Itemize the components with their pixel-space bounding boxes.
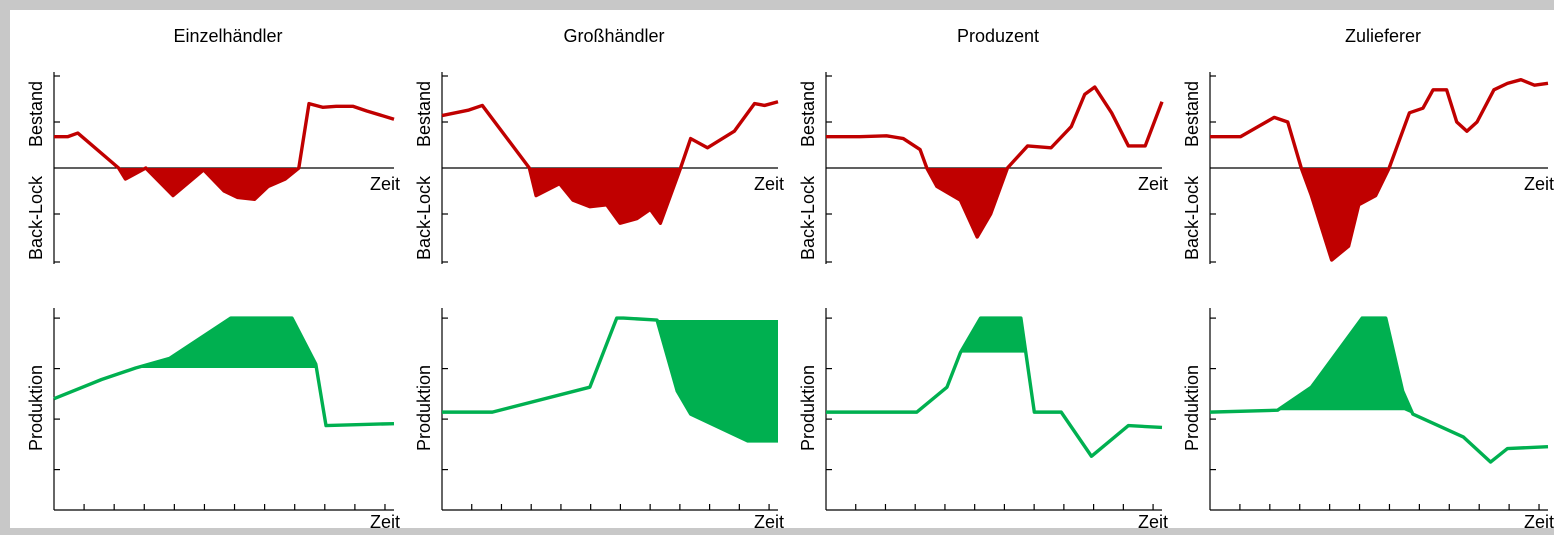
bestand-line (441, 100, 779, 225)
y-label-backlock: Back-Lock (798, 175, 818, 260)
y-label-backlock: Back-Lock (26, 175, 46, 260)
y-label-produktion: Produktion (798, 365, 818, 451)
bestand-line (1210, 77, 1549, 262)
x-label-top: Zeit (754, 174, 784, 194)
y-label-bestand: Bestand (1182, 81, 1202, 147)
backlog-area (826, 168, 1162, 237)
bestand-line (54, 101, 395, 201)
bestand-line (826, 85, 1164, 239)
x-label-top: Zeit (370, 174, 400, 194)
panel-2: Produzent Bestand Back-Lock Zeit Produktion Z… (798, 26, 1168, 528)
x-label-top: Zeit (1524, 174, 1554, 194)
production-peak-area (657, 320, 778, 441)
panel-title: Produzent (957, 26, 1039, 46)
production-peak-area (135, 318, 317, 368)
y-label-produktion: Produktion (1182, 365, 1202, 451)
y-label-produktion: Produktion (26, 365, 46, 451)
produktion-line (826, 316, 1163, 458)
produktion-line (442, 316, 778, 443)
produktion-line (53, 316, 395, 428)
figure-frame: Einzelhändler Bestand Back-Lock Zeit Produkt… (10, 10, 1554, 528)
y-label-bestand: Bestand (414, 81, 434, 147)
backlog-area (54, 168, 394, 200)
backlog-area (442, 168, 778, 224)
y-label-bestand: Bestand (26, 81, 46, 147)
x-label-bottom: Zeit (1138, 512, 1168, 528)
x-label-top: Zeit (1138, 174, 1168, 194)
x-label-bottom: Zeit (1524, 512, 1554, 528)
x-label-bottom: Zeit (370, 512, 400, 528)
y-label-backlock: Back-Lock (414, 175, 434, 260)
panel-title: Zulieferer (1345, 26, 1421, 46)
backlog-area (1210, 168, 1548, 260)
x-label-bottom: Zeit (754, 512, 784, 528)
panel-title: Einzelhändler (173, 26, 282, 46)
supply-chain-chart: Einzelhändler Bestand Back-Lock Zeit Produkt… (26, 26, 1554, 528)
produktion-line (1209, 316, 1549, 464)
panel-1: Großhändler Bestand Back-Lock Zeit Produktio… (414, 26, 784, 528)
y-label-backlock: Back-Lock (1182, 175, 1202, 260)
panel-0: Einzelhändler Bestand Back-Lock Zeit Produkt… (26, 26, 400, 528)
production-peak-area (1277, 318, 1413, 415)
y-label-bestand: Bestand (798, 81, 818, 147)
y-label-produktion: Produktion (414, 365, 434, 451)
panel-title: Großhändler (563, 26, 664, 46)
panel-3: Zulieferer Bestand Back-Lock Zeit Produktion… (1182, 26, 1554, 528)
